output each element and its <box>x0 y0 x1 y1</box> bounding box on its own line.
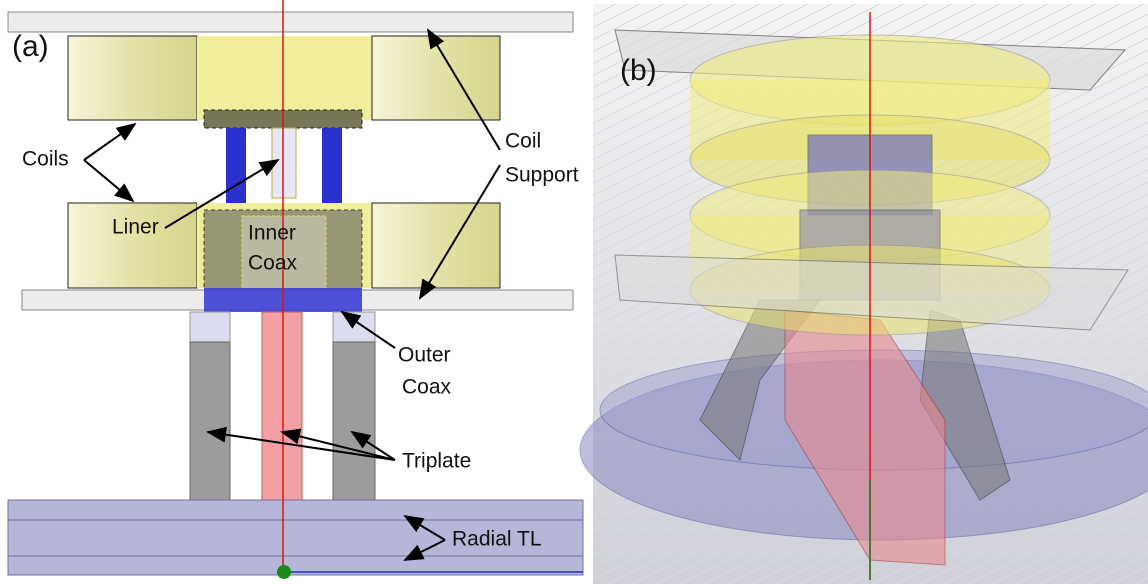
panel-b: (b) <box>580 4 1148 584</box>
arrow <box>84 124 135 160</box>
coil <box>372 203 500 288</box>
pillar <box>226 128 246 203</box>
annotation: Triplate <box>402 450 471 473</box>
leg-top <box>333 312 375 342</box>
coil-center <box>197 36 372 120</box>
leg-top <box>190 312 230 342</box>
coil <box>68 36 197 120</box>
arrow <box>84 160 133 201</box>
annotation: Liner <box>112 216 159 239</box>
liner <box>272 128 296 198</box>
annotation: Inner <box>248 222 296 245</box>
panel-a: (a) Coils Liner Inner Coax Coil Support … <box>8 0 583 579</box>
annotation: Support <box>505 164 579 187</box>
origin-dot <box>277 565 291 579</box>
leg <box>190 342 230 502</box>
annotation: Coax <box>402 376 452 399</box>
annotation: Coil <box>505 130 541 153</box>
pillar <box>322 128 342 203</box>
top-plate <box>8 12 573 32</box>
leg <box>333 342 375 502</box>
annotation: Radial TL <box>452 528 542 551</box>
panel-label: (a) <box>12 30 49 63</box>
annotation: Outer <box>398 344 451 367</box>
annotation: Coils <box>22 148 69 171</box>
coil <box>372 36 500 120</box>
panel-label: (b) <box>620 54 657 87</box>
figure: (a) Coils Liner Inner Coax Coil Support … <box>0 0 1148 584</box>
annotation: Coax <box>248 252 298 275</box>
